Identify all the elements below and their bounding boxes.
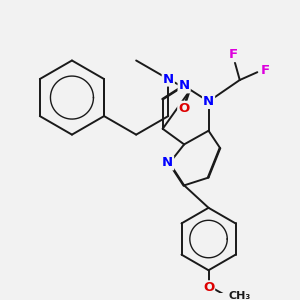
Text: O: O [203,281,214,294]
Text: CH₃: CH₃ [228,291,250,300]
Text: O: O [178,102,190,115]
Text: N: N [163,73,174,85]
Text: F: F [261,64,270,77]
Text: F: F [228,48,238,61]
Text: N: N [178,80,190,92]
Text: N: N [162,156,173,170]
Text: N: N [203,95,214,108]
